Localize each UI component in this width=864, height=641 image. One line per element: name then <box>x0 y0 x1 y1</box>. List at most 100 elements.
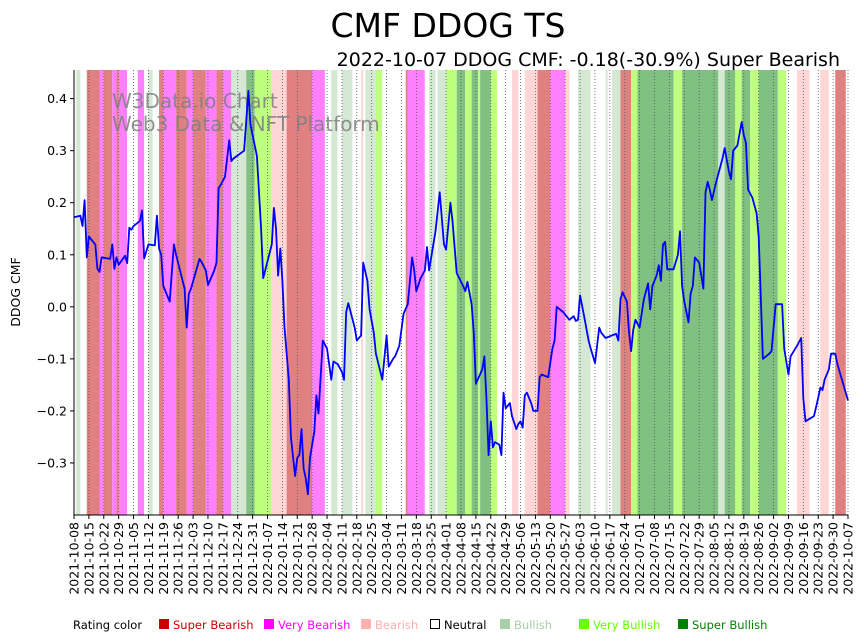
x-tick-label: 2022-08-26 <box>751 522 766 595</box>
x-tick-label: 2022-10-07 <box>841 522 856 595</box>
band-super-bullish <box>758 70 778 515</box>
band-very-bearish <box>137 70 145 515</box>
legend: Rating color Super Bearish Very Bearish Bea… <box>73 618 767 632</box>
chart-title: CMF DDOG TS <box>331 6 566 45</box>
x-tick-label: 2022-07-15 <box>662 522 677 595</box>
x-tick-label: 2022-08-12 <box>721 522 736 595</box>
band-super-bearish <box>86 70 100 515</box>
x-tick-label: 2022-02-18 <box>349 522 364 595</box>
x-tick-label: 2021-11-12 <box>141 522 156 595</box>
band-bullish <box>231 70 247 515</box>
band-very-bearish <box>312 70 325 515</box>
x-tick-label: 2021-10-08 <box>67 522 82 595</box>
x-tick-label: 2022-07-01 <box>632 522 647 595</box>
x-tick-label: 2022-06-24 <box>617 522 632 595</box>
legend-swatch-neutral <box>430 619 440 629</box>
band-very-bullish <box>673 70 683 515</box>
band-neutral <box>363 70 366 515</box>
band-very-bullish <box>478 70 481 515</box>
x-tick-label: 2021-12-10 <box>201 522 216 595</box>
legend-label-neutral: Neutral <box>444 618 486 632</box>
band-super-bearish <box>620 70 632 515</box>
x-tick-label: 2022-06-10 <box>588 522 603 595</box>
band-neutral <box>435 70 438 515</box>
band-bullish <box>577 70 591 515</box>
band-super-bullish <box>480 70 491 515</box>
band-bullish <box>148 70 153 515</box>
legend-label-bullish: Bullish <box>514 618 552 632</box>
band-bullish <box>365 70 376 515</box>
band-bullish <box>429 70 436 515</box>
x-tick-label: 2021-12-03 <box>186 522 201 595</box>
x-tick-label: 2022-03-18 <box>409 522 424 595</box>
x-tick-label: 2021-11-19 <box>156 522 171 595</box>
band-bearish <box>271 70 287 515</box>
band-bullish <box>331 70 338 515</box>
band-neutral <box>828 70 836 515</box>
band-neutral <box>144 70 149 515</box>
band-super-bullish <box>637 70 674 515</box>
band-super-bearish <box>216 70 223 515</box>
band-very-bullish <box>777 70 787 515</box>
band-neutral <box>80 70 87 515</box>
band-very-bullish <box>254 70 272 515</box>
x-tick-label: 2022-04-01 <box>439 522 454 595</box>
band-super-bearish <box>159 70 164 515</box>
cmf-series <box>73 89 849 496</box>
x-tick-label: 2022-04-15 <box>468 522 483 595</box>
legend-swatch-bullish <box>500 619 510 629</box>
band-very-bearish <box>550 70 566 515</box>
x-tick-label: 2022-01-14 <box>275 522 290 595</box>
y-tick-label: 0.0 <box>47 299 67 314</box>
band-very-bearish <box>118 70 128 515</box>
x-tick-label: 2022-09-02 <box>766 522 781 595</box>
band-super-bearish <box>537 70 551 515</box>
y-axis-label: DDOG CMF <box>8 257 23 326</box>
watermark-line-1: W3Data.io Chart <box>112 89 278 113</box>
legend-swatch-very-bearish <box>264 619 274 629</box>
cmf-line <box>73 89 849 496</box>
band-very-bullish <box>465 70 472 515</box>
band-very-bearish <box>99 70 104 515</box>
band-bullish <box>437 70 447 515</box>
legend-label-super-bearish: Super Bearish <box>173 618 254 632</box>
x-tick-label: 2022-04-22 <box>483 522 498 595</box>
x-tick-label: 2022-05-13 <box>528 522 543 595</box>
band-super-bullish <box>246 70 255 515</box>
band-bearish <box>512 70 519 515</box>
legend-swatch-super-bullish <box>678 619 688 629</box>
band-neutral <box>127 70 138 515</box>
x-tick-label: 2022-05-27 <box>558 522 573 595</box>
x-axis-ticks: 2021-10-08 2021-10-15 2021-10-22 2021-10-29… <box>67 515 856 595</box>
band-neutral <box>809 70 821 515</box>
x-tick-label: 2022-03-11 <box>394 522 409 595</box>
band-neutral <box>382 70 406 515</box>
x-tick-label: 2022-06-17 <box>602 522 617 595</box>
x-tick-label: 2022-03-25 <box>424 522 439 595</box>
legend-swatch-super-bearish <box>159 619 169 629</box>
legend-title: Rating color <box>73 618 142 632</box>
y-tick-label: −0.3 <box>37 455 67 470</box>
band-neutral <box>590 70 606 515</box>
band-neutral <box>424 70 430 515</box>
x-tick-label: 2022-02-11 <box>334 522 349 595</box>
x-tick-label: 2022-04-08 <box>454 522 469 595</box>
x-tick-label: 2022-08-05 <box>707 522 722 595</box>
band-very-bullish <box>735 70 742 515</box>
x-tick-label: 2022-07-08 <box>647 522 662 595</box>
band-super-bullish <box>741 70 751 515</box>
x-tick-label: 2021-12-24 <box>230 522 245 595</box>
band-bullish <box>605 70 608 515</box>
x-tick-label: 2022-01-21 <box>290 522 305 595</box>
band-very-bearish <box>205 70 217 515</box>
x-tick-label: 2021-10-22 <box>96 522 111 595</box>
x-tick-label: 2022-05-06 <box>513 522 528 595</box>
band-very-bullish <box>631 70 638 515</box>
band-super-bearish <box>193 70 206 515</box>
band-neutral <box>337 70 342 515</box>
x-tick-label: 2021-11-05 <box>126 522 141 595</box>
band-neutral <box>569 70 578 515</box>
band-very-bullish <box>375 70 383 515</box>
legend-label-very-bearish: Very Bearish <box>278 618 350 632</box>
